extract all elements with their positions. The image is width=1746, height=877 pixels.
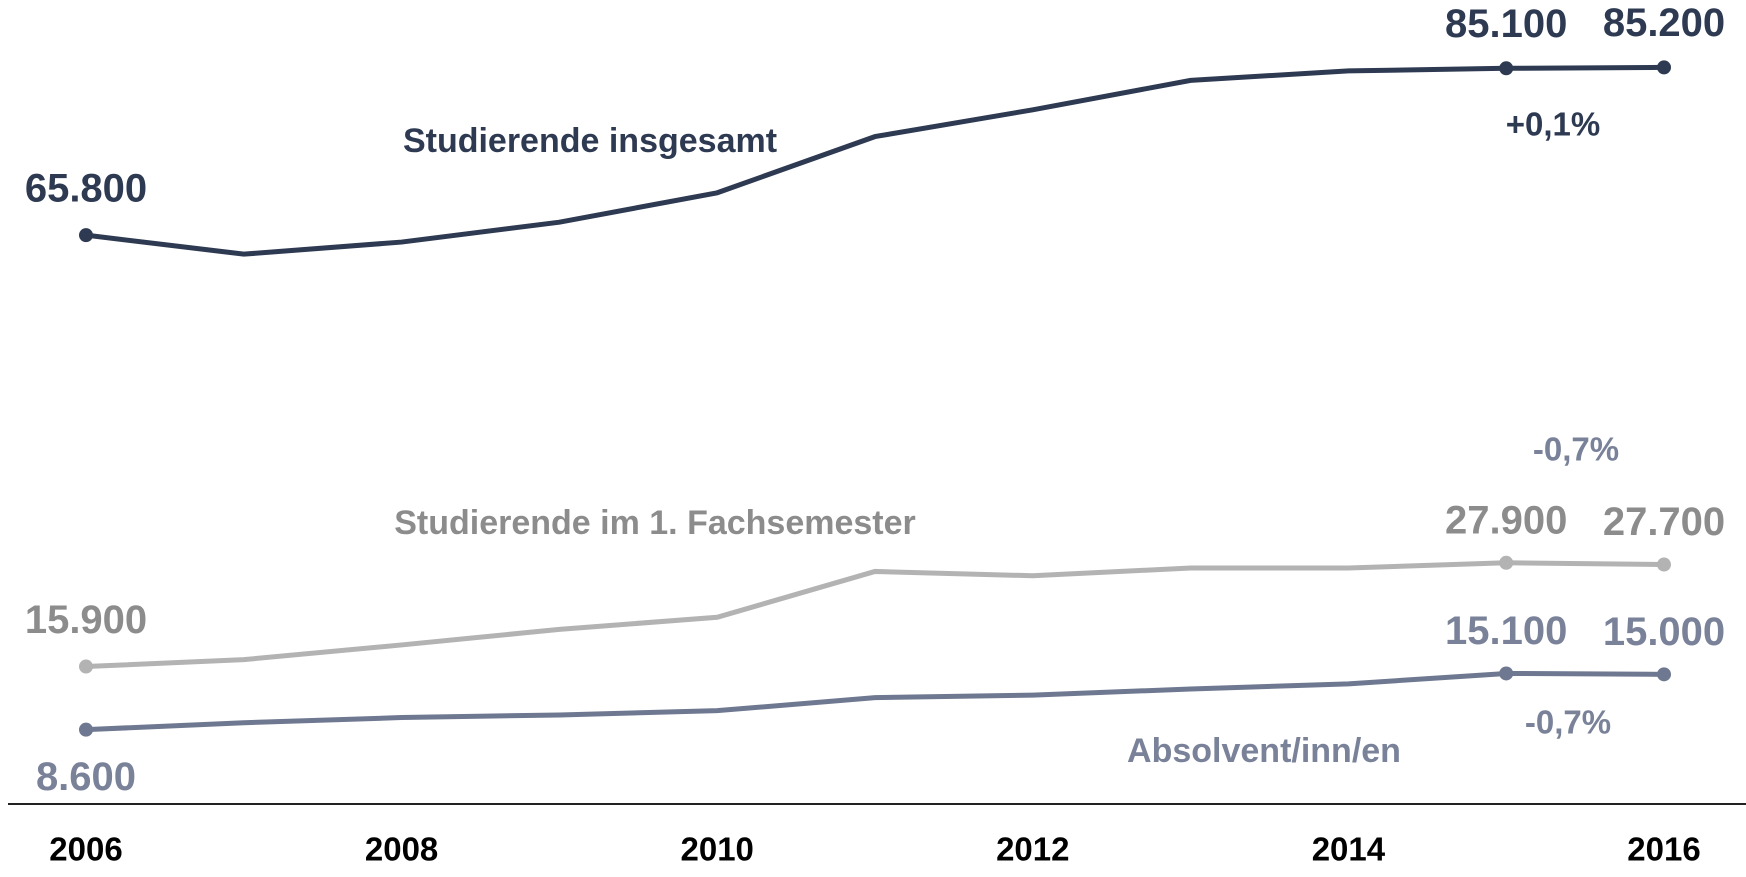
value-label: 15.900 (25, 598, 147, 642)
x-tick-label: 2012 (996, 831, 1069, 868)
series-line (85, 560, 1665, 670)
point (1657, 557, 1671, 572)
x-tick-label: 2016 (1627, 831, 1700, 868)
value-label: 85.200 (1603, 1, 1725, 45)
x-tick-label: 2008 (365, 831, 438, 868)
x-tick-label: 2010 (680, 831, 753, 868)
point (1499, 61, 1514, 76)
annotation: -0,7% (1533, 431, 1619, 468)
x-tick-label: 2014 (1312, 831, 1386, 868)
series-label: Absolvent/inn/en (1127, 732, 1401, 770)
series-label: Studierende insgesamt (403, 122, 777, 160)
value-label: 15.100 (1445, 609, 1567, 653)
value-label: 8.600 (36, 755, 136, 799)
annotation: +0,1% (1506, 106, 1601, 143)
series-label: Studierende im 1. Fachsemester (394, 504, 916, 542)
series-line (85, 670, 1665, 733)
x-tick-label: 2006 (49, 831, 122, 868)
series-line (85, 64, 1665, 257)
value-label: 27.700 (1603, 500, 1725, 544)
point (1657, 667, 1671, 682)
value-label: 85.100 (1445, 2, 1567, 46)
point (79, 659, 93, 674)
annotation: -0,7% (1525, 704, 1611, 741)
value-label: 27.900 (1445, 498, 1567, 542)
point (79, 228, 93, 243)
point (79, 722, 93, 737)
point (1499, 666, 1514, 681)
point (1657, 60, 1671, 75)
point (1499, 555, 1514, 570)
value-label: 65.800 (25, 167, 147, 211)
value-label: 15.000 (1603, 610, 1725, 654)
